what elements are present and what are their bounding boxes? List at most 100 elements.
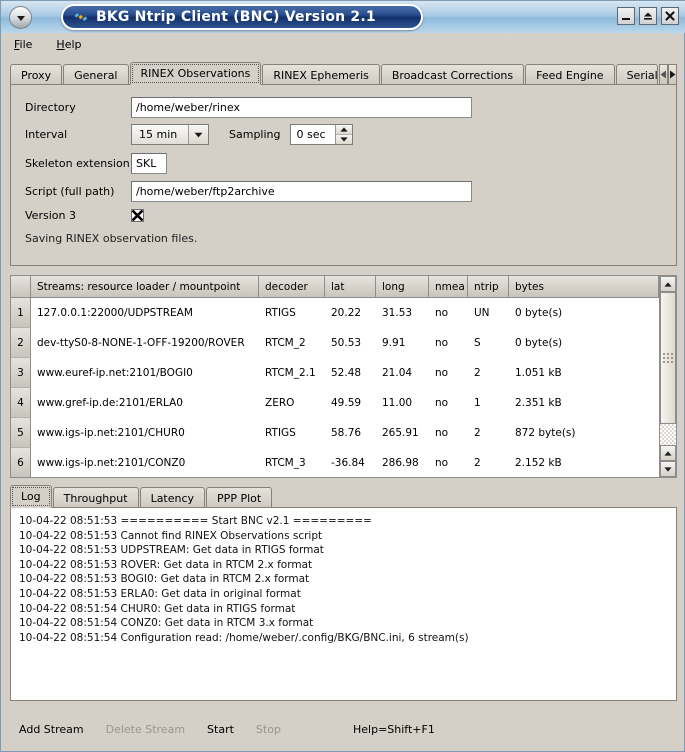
column-header-mountpoint[interactable]: Streams: resource loader / mountpoint [31, 276, 259, 298]
minimize-icon [622, 18, 630, 20]
column-header-decoder[interactable]: decoder [259, 276, 325, 298]
cell-bytes: 0 byte(s) [515, 307, 563, 319]
scroll-up-button[interactable] [660, 276, 676, 292]
tab-general[interactable]: General [63, 64, 129, 85]
menu-item-help[interactable]: Help [56, 37, 82, 51]
table-row[interactable]: 2 dev-ttyS0-8-NONE-1-OFF-19200/ROVER RTC… [11, 328, 659, 358]
tab-log[interactable]: Log [10, 485, 52, 508]
cell-long: 265.91 [382, 427, 419, 439]
scrollbar-thumb[interactable] [660, 292, 676, 424]
version3-label: Version 3 [25, 209, 76, 222]
skeleton-extension-input[interactable] [131, 153, 167, 174]
tab-latency[interactable]: Latency [139, 487, 206, 508]
interval-select[interactable]: 15 min [131, 124, 209, 145]
window-title: BKG Ntrip Client (BNC) Version 2.1 [96, 9, 376, 25]
script-row: Script (full path) [25, 181, 472, 202]
directory-input[interactable] [131, 97, 472, 118]
row-number[interactable]: 2 [11, 328, 31, 358]
table-row[interactable]: 1 127.0.0.1:22000/UDPSTREAM RTIGS 20.22 … [11, 298, 659, 328]
row-number[interactable]: 3 [11, 358, 31, 388]
add-stream-button[interactable]: Add Stream [19, 722, 84, 736]
streams-table-scrollbar[interactable] [659, 276, 676, 477]
cell-nmea: no [435, 397, 449, 409]
tab-scroll-left-button[interactable] [659, 64, 668, 85]
tab-rinex-observations[interactable]: RINEX Observations [129, 62, 262, 85]
tab-ppp-plot[interactable]: PPP Plot [206, 487, 273, 508]
cell-lat: 52.48 [331, 367, 362, 379]
table-row[interactable]: 3 www.euref-ip.net:2101/BOGI0 RTCM_2.1 5… [11, 358, 659, 388]
script-input[interactable] [131, 181, 472, 202]
close-button[interactable] [661, 7, 679, 25]
tab-proxy[interactable]: Proxy [10, 64, 63, 85]
cell-lat: 58.76 [331, 427, 362, 439]
table-row[interactable]: 6 www.igs-ip.net:2101/CONZ0 RTCM_3 -36.8… [11, 448, 659, 477]
skeleton-extension-row: Skeleton extension [25, 153, 167, 174]
cell-nmea: no [435, 427, 449, 439]
maximize-button[interactable] [639, 7, 657, 25]
cell-ntrip: UN [474, 307, 490, 319]
tab-label: Log [21, 490, 41, 503]
tab-throughput[interactable]: Throughput [52, 487, 139, 508]
interval-label: Interval [25, 128, 68, 141]
triangle-down-icon [664, 466, 672, 472]
window-menu-button[interactable] [9, 6, 32, 29]
scrollbar-bottom-buttons [660, 445, 676, 477]
stop-button: Stop [255, 722, 281, 736]
sampling-increment-button[interactable] [335, 125, 352, 135]
log-output[interactable]: 10-04-22 08:51:53 ========== Start BNC v… [10, 507, 677, 701]
log-line: 10-04-22 08:51:54 Configuration read: /h… [19, 631, 469, 644]
tab-broadcast-corrections[interactable]: Broadcast Corrections [380, 64, 525, 85]
minimize-button[interactable] [617, 7, 635, 25]
table-corner-cell [11, 276, 31, 298]
cell-long: 31.53 [382, 307, 413, 319]
sampling-decrement-button[interactable] [335, 135, 352, 144]
cell-bytes: 2.152 kB [515, 457, 562, 469]
tab-serial-output[interactable]: Serial Outp [615, 64, 658, 85]
cell-lat: -36.84 [331, 457, 365, 469]
tab-rinex-ephemeris[interactable]: RINEX Ephemeris [262, 64, 380, 85]
column-header-ntrip[interactable]: ntrip [468, 276, 509, 298]
scrollbar-track[interactable] [660, 292, 676, 445]
scroll-page-up-button[interactable] [660, 445, 676, 461]
column-header-nmea[interactable]: nmea [429, 276, 468, 298]
cell-lat: 20.22 [331, 307, 362, 319]
table-row[interactable]: 5 www.igs-ip.net:2101/CHUR0 RTIGS 58.76 … [11, 418, 659, 448]
cell-long: 9.91 [382, 337, 406, 349]
tab-label: Serial Outp [626, 68, 658, 82]
tab-scroll-right-button[interactable] [668, 64, 677, 85]
table-row[interactable]: 4 www.gref-ip.de:2101/ERLA0 ZERO 49.59 1… [11, 388, 659, 418]
column-header-lat[interactable]: lat [325, 276, 376, 298]
start-button[interactable]: Start [207, 722, 234, 736]
log-panel: Log Throughput Latency PPP Plot 10-04-22… [10, 485, 677, 709]
cell-mountpoint: www.igs-ip.net:2101/CHUR0 [37, 427, 185, 439]
streams-table-header: Streams: resource loader / mountpoint de… [11, 276, 659, 298]
satellite-icon [74, 12, 88, 22]
cell-ntrip: 2 [474, 367, 481, 379]
row-number[interactable]: 4 [11, 388, 31, 418]
row-number[interactable]: 6 [11, 448, 31, 477]
row-number[interactable]: 5 [11, 418, 31, 448]
cell-nmea: no [435, 457, 449, 469]
window-controls [617, 7, 679, 25]
column-header-bytes[interactable]: bytes [509, 276, 659, 298]
log-line: 10-04-22 08:51:53 BOGI0: Get data in RTC… [19, 573, 310, 586]
tab-label: PPP Plot [217, 491, 262, 505]
scroll-down-button[interactable] [660, 461, 676, 477]
menu-item-file[interactable]: File [14, 37, 33, 51]
cell-long: 286.98 [382, 457, 419, 469]
row-number[interactable]: 1 [11, 298, 31, 328]
column-header-long[interactable]: long [376, 276, 429, 298]
cell-decoder: RTIGS [265, 307, 296, 319]
sampling-stepper[interactable]: 0 sec [289, 124, 353, 145]
cell-mountpoint: www.euref-ip.net:2101/BOGI0 [37, 367, 193, 379]
sampling-value: 0 sec [290, 125, 335, 144]
cell-nmea: no [435, 367, 449, 379]
script-label: Script (full path) [25, 185, 115, 198]
tab-label: RINEX Ephemeris [273, 68, 369, 82]
tab-feed-engine[interactable]: Feed Engine [525, 64, 615, 85]
cell-decoder: RTCM_2 [265, 337, 306, 349]
cell-ntrip: 1 [474, 397, 481, 409]
version3-checkbox[interactable] [131, 209, 144, 222]
